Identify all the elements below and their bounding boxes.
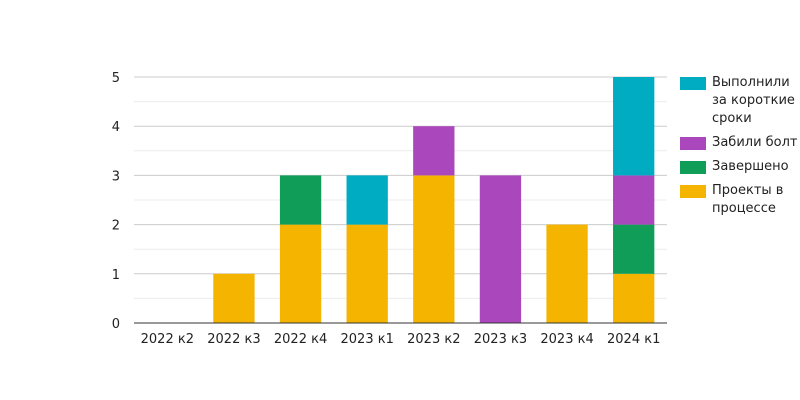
bar-segment bbox=[613, 224, 655, 274]
legend-item: Выполнили за короткие сроки bbox=[680, 74, 798, 128]
x-tick-label: 2023 к4 bbox=[540, 332, 593, 347]
bar-segment bbox=[346, 175, 388, 225]
y-tick-labels: 0 1 2 3 4 5 bbox=[112, 71, 120, 332]
legend-swatch bbox=[680, 185, 706, 198]
y-tick-label: 4 bbox=[112, 120, 120, 135]
bar-segment bbox=[413, 175, 455, 323]
bar-segment bbox=[479, 175, 522, 323]
x-tick-label: 2023 к2 bbox=[407, 332, 460, 347]
x-tick-label: 2023 к1 bbox=[341, 332, 394, 347]
bar-segment bbox=[279, 175, 322, 225]
x-tick-label: 2023 к3 bbox=[474, 332, 527, 347]
x-tick-label: 2022 к2 bbox=[141, 332, 194, 347]
bar-segment bbox=[546, 224, 588, 323]
legend-label: Завершено bbox=[712, 159, 789, 174]
legend-item: Проекты в процессе bbox=[680, 182, 798, 218]
bar-segment bbox=[279, 224, 322, 323]
bars bbox=[213, 77, 655, 323]
legend-swatch bbox=[680, 137, 706, 150]
bar-segment bbox=[613, 175, 655, 225]
x-tick-label: 2024 к1 bbox=[607, 332, 660, 347]
x-tick-labels: 2022 к2 2022 к3 2022 к4 2023 к1 2023 к2 2023 … bbox=[141, 332, 661, 347]
legend: Выполнили за короткие сроки Забили болт За… bbox=[680, 74, 798, 224]
y-tick-label: 2 bbox=[112, 219, 120, 234]
legend-label: Забили болт bbox=[712, 135, 798, 150]
y-tick-label: 1 bbox=[112, 268, 120, 283]
bar-segment bbox=[213, 273, 255, 323]
bar-segment bbox=[413, 126, 455, 176]
y-tick-label: 5 bbox=[112, 71, 120, 86]
x-tick-label: 2022 к4 bbox=[274, 332, 327, 347]
legend-label: Проекты в процессе bbox=[712, 183, 784, 216]
legend-item: Забили болт bbox=[680, 134, 798, 152]
legend-swatch bbox=[680, 77, 706, 90]
bar-segment bbox=[613, 77, 655, 176]
bar-segment bbox=[613, 273, 655, 323]
y-tick-label: 3 bbox=[112, 169, 120, 184]
legend-item: Завершено bbox=[680, 158, 798, 176]
legend-label: Выполнили за короткие сроки bbox=[712, 75, 795, 126]
x-tick-label: 2022 к3 bbox=[207, 332, 260, 347]
bar-segment bbox=[346, 224, 388, 323]
y-tick-label: 0 bbox=[112, 317, 120, 332]
legend-swatch bbox=[680, 161, 706, 174]
